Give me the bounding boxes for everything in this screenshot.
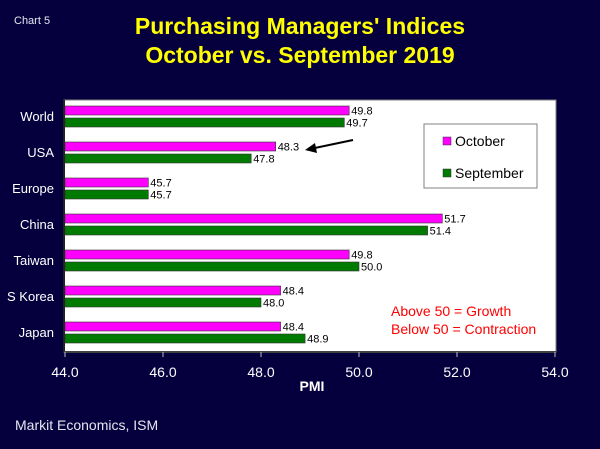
chart-title-line-2: October vs. September 2019 (145, 42, 455, 68)
bar-september (64, 225, 428, 236)
annotation-growth: Above 50 = Growth (391, 303, 511, 319)
x-axis: 44.0 46.0 48.0 50.0 52.0 54.0 (51, 352, 569, 380)
legend: October September (423, 123, 538, 189)
bar-october (64, 213, 443, 224)
bar-september (64, 333, 306, 344)
category-label: World (20, 109, 54, 124)
data-label-september: 47.8 (253, 154, 274, 166)
data-label-september: 48.9 (307, 334, 328, 346)
bar-september (64, 189, 149, 200)
category-label: Europe (12, 181, 54, 196)
data-label-september: 49.7 (346, 118, 367, 130)
arrow-head-icon (305, 143, 317, 153)
bar-september (64, 261, 360, 272)
data-label-october: 45.7 (150, 178, 171, 190)
data-label-october: 48.4 (283, 286, 304, 298)
data-label-september: 45.7 (150, 190, 171, 202)
x-tick-label: 52.0 (443, 364, 470, 380)
legend-label-september: September (455, 165, 524, 181)
bar-september (64, 297, 262, 308)
annotation-contraction: Below 50 = Contraction (391, 321, 536, 337)
data-label-october: 48.4 (283, 322, 304, 334)
bar-october (64, 285, 281, 296)
arrow-annotation (305, 139, 354, 153)
data-label-october: 49.8 (351, 250, 372, 262)
category-label: Taiwan (14, 253, 54, 268)
y-axis: World USA Europe China Taiwan S Korea Japan (7, 109, 55, 340)
legend-swatch-october (442, 136, 452, 146)
category-label: China (20, 217, 55, 232)
data-label-october: 51.7 (444, 214, 465, 226)
chart-number-label: Chart 5 (14, 15, 51, 27)
chart-title: Purchasing Managers' Indices October vs.… (0, 12, 600, 70)
data-label-october: 49.8 (351, 106, 372, 118)
bar-october (64, 321, 281, 332)
category-label: USA (27, 145, 54, 160)
x-tick-label: 50.0 (345, 364, 372, 380)
arrow-shaft (309, 139, 354, 150)
bar-group: 49.849.748.347.845.745.751.751.449.850.0… (64, 105, 466, 346)
data-label-september: 51.4 (430, 226, 451, 238)
category-label: Japan (19, 325, 54, 340)
data-label-september: 48.0 (263, 298, 284, 310)
bar-october (64, 141, 276, 152)
legend-swatch-september (442, 168, 452, 178)
bar-september (64, 117, 345, 128)
chart-title-line-1: Purchasing Managers' Indices (134, 13, 466, 39)
bar-october (64, 177, 149, 188)
bar-october (64, 105, 350, 116)
x-tick-label: 48.0 (247, 364, 274, 380)
bar-october (64, 249, 350, 260)
x-tick-label: 44.0 (51, 364, 78, 380)
x-axis-title: PMI (300, 378, 325, 394)
category-label: S Korea (7, 289, 55, 304)
source-note: Markit Economics, ISM (15, 417, 159, 433)
x-tick-label: 54.0 (541, 364, 568, 380)
data-label-october: 48.3 (278, 142, 299, 154)
bar-september (64, 153, 252, 164)
data-label-september: 50.0 (361, 262, 382, 274)
legend-label-october: October (455, 133, 505, 149)
x-tick-label: 46.0 (149, 364, 176, 380)
legend-box (423, 123, 538, 189)
